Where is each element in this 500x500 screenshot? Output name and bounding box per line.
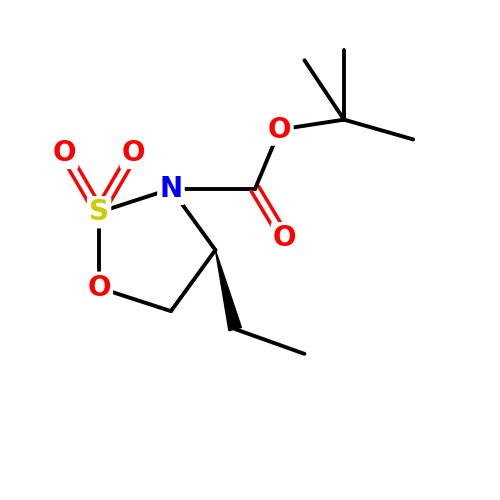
Text: O: O: [122, 139, 146, 167]
Text: O: O: [273, 224, 296, 252]
Text: O: O: [52, 139, 76, 167]
Text: O: O: [88, 274, 111, 302]
Text: S: S: [89, 198, 109, 226]
Text: N: N: [160, 175, 182, 203]
Text: O: O: [268, 116, 291, 143]
Polygon shape: [216, 250, 242, 330]
